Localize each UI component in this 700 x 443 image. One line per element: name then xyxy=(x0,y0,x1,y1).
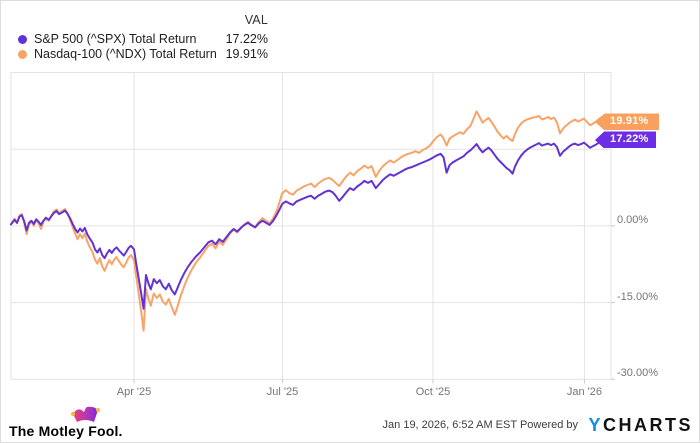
legend-row-ndx[interactable]: Nasdaq-100 (^NDX) Total Return 19.91% xyxy=(1,47,699,62)
timestamp: Jan 19, 2026, 6:52 AM EST Powered by xyxy=(382,419,579,431)
ycharts-logo[interactable]: YCHARTS xyxy=(588,415,693,435)
y-axis-tick-label: 0.00% xyxy=(617,213,649,226)
spx-series-dot-icon xyxy=(18,35,27,44)
series-line[interactable] xyxy=(10,136,612,310)
y-axis-tick-label: -15.00% xyxy=(617,290,658,303)
attribution: Jan 19, 2026, 6:52 AM EST Powered by YCH… xyxy=(383,415,693,436)
ndx-series-value: 19.91% xyxy=(225,47,268,61)
x-axis-tick-label: Oct '25 xyxy=(415,386,451,398)
series-end-flag: 19.91% xyxy=(595,113,659,131)
motley-fool-logo[interactable]: The Motley Fool. xyxy=(9,423,123,439)
footer: The Motley Fool. Jan 19, 2026, 6:52 AM E… xyxy=(1,401,699,442)
x-axis-tick-label: Jan '26 xyxy=(566,386,603,398)
legend-val-header: VAL xyxy=(244,13,268,27)
jester-hat-icon xyxy=(71,406,100,422)
legend-row-spx[interactable]: S&P 500 (^SPX) Total Return 17.22% xyxy=(1,32,699,47)
series-line[interactable] xyxy=(10,110,612,332)
series-end-flag: 17.22% xyxy=(595,131,656,149)
y-axis-tick-label: -30.00% xyxy=(617,367,658,380)
spx-series-value: 17.22% xyxy=(225,32,268,46)
x-axis-tick-label: Apr '25 xyxy=(116,386,152,398)
spx-series-label: S&P 500 (^SPX) Total Return xyxy=(34,32,197,46)
legend: VAL S&P 500 (^SPX) Total Return 17.22% N… xyxy=(1,1,699,65)
ndx-series-dot-icon xyxy=(18,50,27,59)
x-axis-tick-label: Jul '25 xyxy=(266,386,299,398)
ndx-series-label: Nasdaq-100 (^NDX) Total Return xyxy=(34,47,217,61)
